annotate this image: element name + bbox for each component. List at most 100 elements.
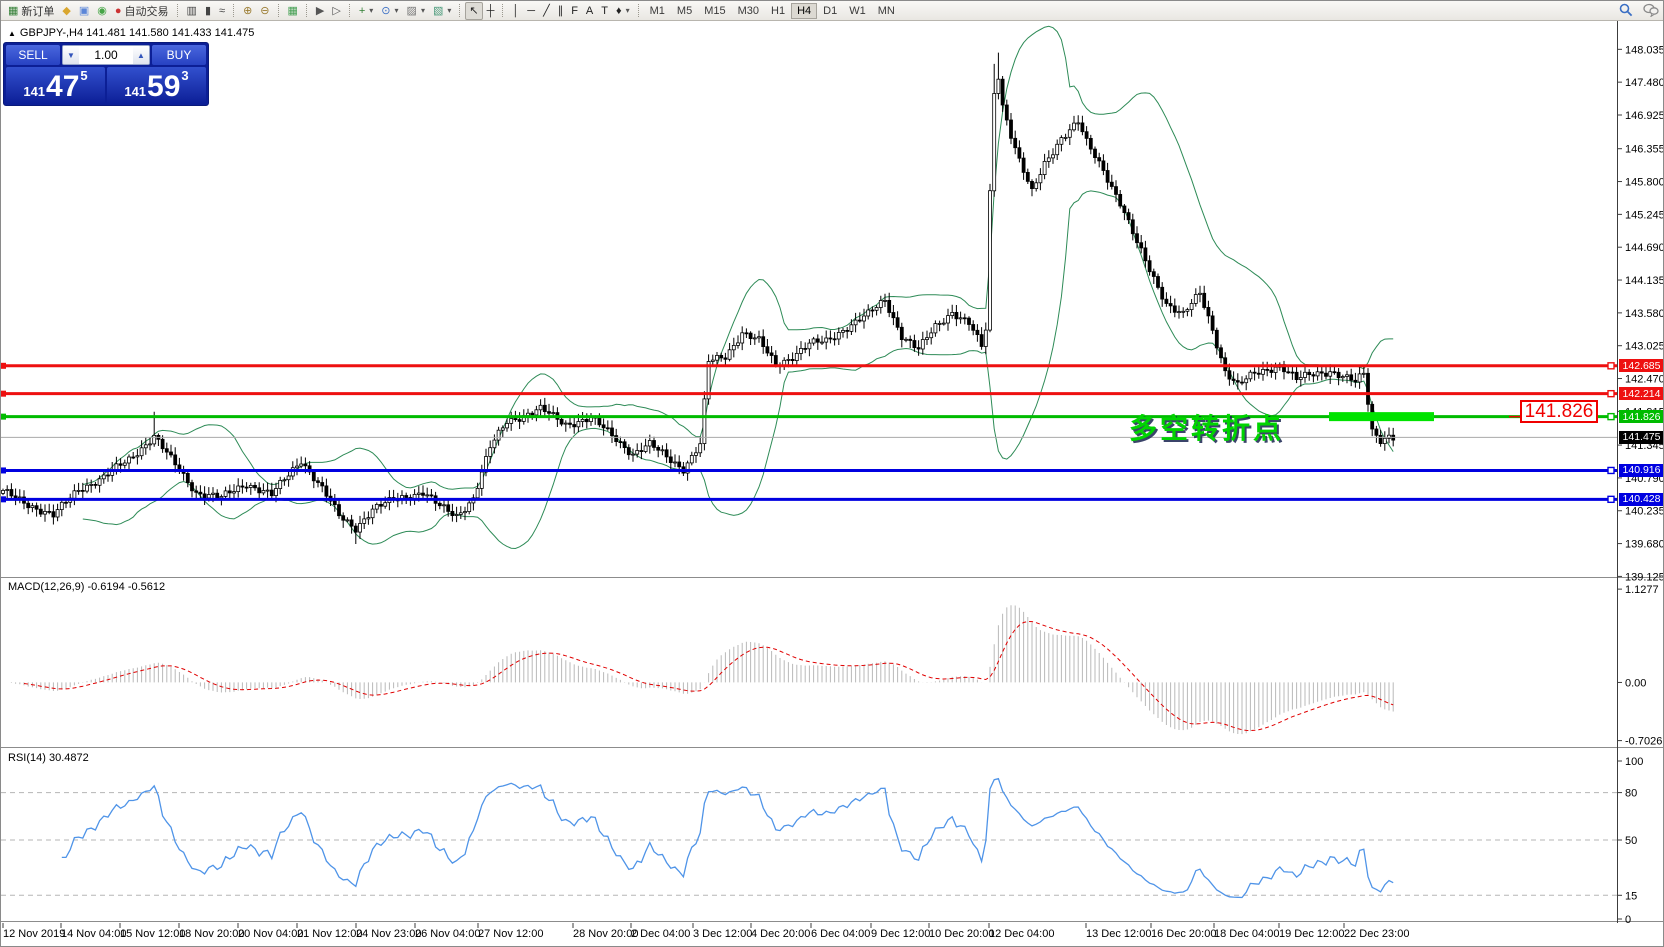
volume-decrease-button[interactable]: ▼: [63, 46, 79, 64]
timeframe-m5[interactable]: M5: [676, 4, 693, 17]
new-chart-button-dropdown-icon[interactable]: ▾: [369, 6, 374, 15]
buy-price-major: 141: [124, 84, 147, 99]
arrows-button-dropdown-icon[interactable]: ▾: [625, 6, 630, 15]
one-click-trading-panel: SELL ▼ ▲ BUY 141 47 5 141 59 3: [3, 42, 209, 106]
timeframe-mn[interactable]: MN: [877, 4, 895, 17]
svg-text:26 Nov 04:00: 26 Nov 04:00: [415, 928, 480, 940]
candlestick-chart-button[interactable]: ▮: [201, 2, 215, 20]
chat-icon[interactable]: [1643, 3, 1659, 22]
cursor-button[interactable]: ↖: [465, 1, 483, 20]
text-button[interactable]: A: [582, 2, 597, 20]
pane-separators[interactable]: [1, 21, 1664, 924]
timeframe-h1[interactable]: H1: [771, 4, 786, 17]
chart-canvas[interactable]: 148.035 147.480 146.925 146.355 145.800 145.2…: [1, 21, 1664, 947]
price-tag-141826[interactable]: 141.826: [1520, 400, 1598, 423]
svg-text:4 Dec 20:00: 4 Dec 20:00: [751, 928, 810, 940]
svg-text:147.480: 147.480: [1625, 77, 1664, 89]
auto-scroll-button[interactable]: ▶: [312, 2, 328, 20]
rsi-indicator: [1, 777, 1617, 899]
channel-icon: ∥: [557, 4, 564, 17]
svg-text:139.680: 139.680: [1625, 539, 1664, 551]
line-chart-icon: ≈: [219, 4, 226, 17]
timeframe-d1[interactable]: D1: [823, 4, 838, 17]
buy-price-pips: 59: [147, 70, 181, 103]
bar-chart-icon: ▥: [186, 4, 197, 17]
svg-text:80: 80: [1625, 788, 1637, 800]
svg-text:16 Dec 20:00: 16 Dec 20:00: [1151, 928, 1216, 940]
macd-indicator: [10, 605, 1394, 735]
fibonacci-button[interactable]: F: [567, 2, 582, 20]
turning-point-annotation[interactable]: 多空转折点: [1129, 413, 1285, 444]
price-badge-140916: 140.916: [1619, 463, 1663, 477]
svg-text:13 Dec 12:00: 13 Dec 12:00: [1086, 928, 1151, 940]
metaeditor-button[interactable]: ◆: [58, 2, 74, 20]
buy-button[interactable]: BUY: [152, 45, 206, 65]
toolbar-separator: [637, 4, 640, 17]
profiles-button[interactable]: ⊙ ▾: [377, 2, 402, 20]
chart-templates-button-dropdown-icon[interactable]: ▾: [447, 6, 452, 15]
zoom-out-button[interactable]: ⊖: [256, 2, 273, 20]
indicators-icon: ▨: [406, 4, 417, 17]
toolbar-separator: [348, 4, 351, 17]
strategy-tester-button[interactable]: ▣: [75, 2, 93, 20]
macd-indicator-label: MACD(12,26,9) -0.6194 -0.5612: [8, 581, 166, 593]
chart-shift-button[interactable]: ▷: [328, 2, 344, 20]
svg-text:144.135: 144.135: [1625, 275, 1664, 287]
price-axis[interactable]: 148.035 147.480 146.925 146.355 145.800 145.2…: [1617, 44, 1664, 926]
timeframe-h4[interactable]: H4: [791, 2, 818, 19]
price-badge-141475: 141.475: [1619, 430, 1663, 444]
new-chart-button[interactable]: + ▾: [355, 2, 377, 20]
autotrading-icon: ●: [114, 4, 122, 17]
zoom-out-icon: ⊖: [260, 4, 270, 17]
timeframe-m30[interactable]: M30: [737, 4, 760, 17]
timeframe-w1[interactable]: W1: [849, 4, 866, 17]
text-label-button[interactable]: T: [597, 2, 612, 20]
highlighted-line-segment[interactable]: [1329, 412, 1434, 422]
sell-price-display[interactable]: 141 47 5: [6, 67, 105, 103]
crosshair-button[interactable]: ┼: [483, 2, 499, 20]
timeframe-m15[interactable]: M15: [704, 4, 726, 17]
indicators-button-dropdown-icon[interactable]: ▾: [420, 6, 425, 15]
tile-windows-button[interactable]: ▦: [284, 2, 302, 20]
volume-input[interactable]: [79, 46, 133, 64]
volume-increase-button[interactable]: ▲: [133, 46, 149, 64]
timeframe-m1[interactable]: M1: [649, 4, 665, 17]
svg-text:50: 50: [1625, 835, 1637, 847]
svg-text:100: 100: [1625, 756, 1643, 768]
vertical-line-button[interactable]: │: [508, 2, 523, 20]
svg-text:28 Nov 20:00: 28 Nov 20:00: [573, 928, 638, 940]
channel-button[interactable]: ∥: [554, 2, 568, 20]
toolbar-separator: [305, 4, 308, 17]
line-chart-button[interactable]: ≈: [215, 2, 229, 20]
indicators-button[interactable]: ▨ ▾: [403, 2, 429, 20]
profiles-icon: ⊙: [381, 4, 391, 17]
new-order-button[interactable]: ▦ 新订单: [4, 2, 58, 20]
svg-text:12 Nov 2019: 12 Nov 2019: [3, 928, 65, 940]
buy-price-display[interactable]: 141 59 3: [107, 67, 206, 103]
svg-text:22 Dec 23:00: 22 Dec 23:00: [1344, 928, 1409, 940]
profiles-button-dropdown-icon[interactable]: ▾: [394, 6, 399, 15]
svg-text:148.035: 148.035: [1625, 44, 1664, 56]
arrows-button[interactable]: ♦ ▾: [612, 2, 634, 20]
sell-button[interactable]: SELL: [6, 45, 60, 65]
search-icon[interactable]: [1619, 3, 1633, 22]
sell-price-pips: 47: [46, 70, 80, 103]
bar-chart-button[interactable]: ▥: [183, 2, 201, 20]
chart-shift-icon: ▷: [332, 4, 341, 17]
svg-text:146.925: 146.925: [1625, 110, 1664, 122]
zoom-in-icon: ⊕: [243, 4, 253, 17]
text-icon: A: [585, 4, 594, 17]
chart-templates-button[interactable]: ▧ ▾: [429, 2, 455, 20]
horizontal-line-button[interactable]: ─: [523, 2, 539, 20]
zoom-in-button[interactable]: ⊕: [239, 2, 256, 20]
svg-text:0: 0: [1625, 914, 1631, 926]
svg-text:145.245: 145.245: [1625, 209, 1664, 221]
svg-text:20 Nov 04:00: 20 Nov 04:00: [238, 928, 303, 940]
autotrading-button[interactable]: ● 自动交易: [111, 2, 173, 20]
candlesticks[interactable]: [1, 52, 1396, 544]
tick-up-icon: ▲: [8, 29, 16, 38]
community-button[interactable]: ◉: [93, 2, 111, 20]
trendline-button[interactable]: ╱: [539, 2, 554, 20]
